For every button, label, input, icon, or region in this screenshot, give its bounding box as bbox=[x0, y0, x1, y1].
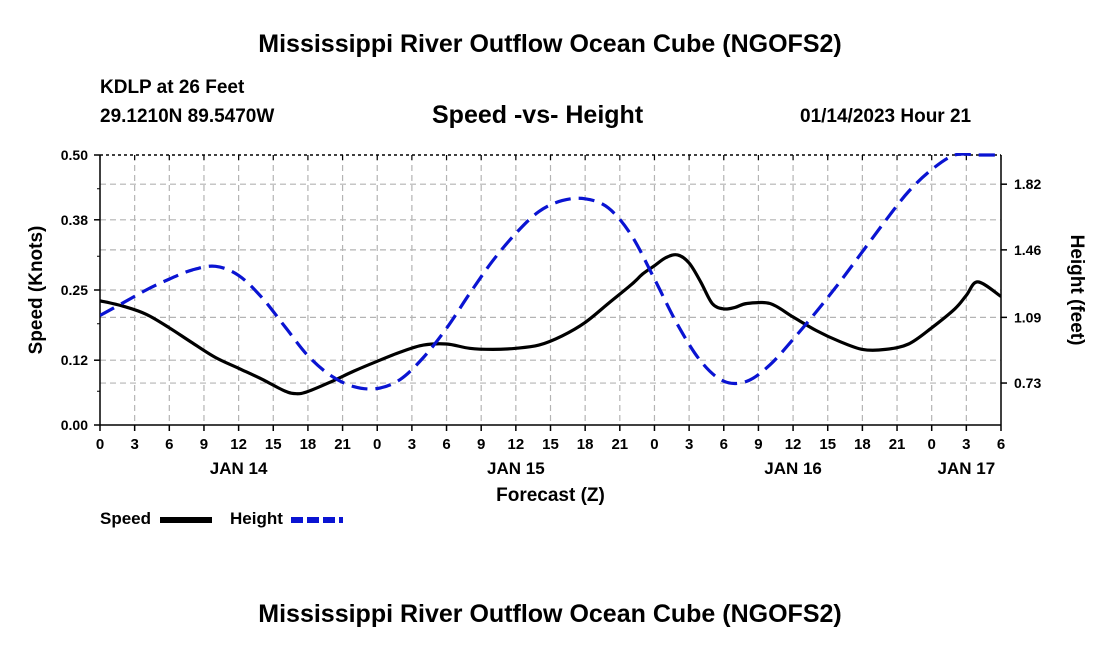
x-tick-label: 9 bbox=[477, 436, 485, 453]
x-tick-label: 12 bbox=[785, 436, 802, 453]
x-day-label: JAN 17 bbox=[938, 459, 996, 478]
x-tick-label: 0 bbox=[373, 436, 381, 453]
x-tick-label: 3 bbox=[685, 436, 693, 453]
x-tick-label: 6 bbox=[720, 436, 728, 453]
legend-label-height: Height bbox=[230, 509, 283, 528]
series-line-speed bbox=[100, 253, 1001, 396]
station-coords: 29.1210N 89.5470W bbox=[100, 106, 275, 127]
y-left-tick-label: 0.38 bbox=[61, 212, 88, 228]
x-tick-label: 6 bbox=[165, 436, 173, 453]
footer-title: Mississippi River Outflow Ocean Cube (NG… bbox=[258, 600, 842, 628]
x-tick-label: 21 bbox=[334, 436, 351, 453]
x-day-label: JAN 14 bbox=[210, 459, 268, 478]
x-tick-label: 12 bbox=[230, 436, 247, 453]
y-left-tick-label: 0.00 bbox=[61, 417, 88, 433]
series-line-height bbox=[100, 153, 1001, 391]
x-tick-label: 18 bbox=[577, 436, 594, 453]
forecast-timestamp: 01/14/2023 Hour 21 bbox=[800, 106, 972, 127]
chart-subtitle: Speed -vs- Height bbox=[432, 101, 644, 129]
y-right-tick-label: 1.82 bbox=[1014, 176, 1041, 192]
x-axis-title: Forecast (Z) bbox=[496, 485, 605, 506]
x-tick-label: 12 bbox=[508, 436, 525, 453]
x-tick-label: 3 bbox=[962, 436, 970, 453]
y-right-tick-label: 1.09 bbox=[1014, 309, 1041, 325]
y-left-tick-label: 0.50 bbox=[61, 147, 88, 163]
x-day-label: JAN 16 bbox=[764, 459, 822, 478]
station-name: KDLP at 26 Feet bbox=[100, 77, 245, 98]
x-tick-label: 18 bbox=[854, 436, 871, 453]
x-tick-label: 0 bbox=[96, 436, 104, 453]
x-tick-label: 0 bbox=[650, 436, 658, 453]
y-left-tick-label: 0.12 bbox=[61, 352, 88, 368]
x-tick-label: 9 bbox=[754, 436, 762, 453]
x-tick-label: 3 bbox=[408, 436, 416, 453]
x-day-label: JAN 15 bbox=[487, 459, 545, 478]
x-tick-label: 6 bbox=[997, 436, 1005, 453]
y-left-tick-label: 0.25 bbox=[61, 282, 88, 298]
x-tick-label: 15 bbox=[819, 436, 836, 453]
x-tick-label: 15 bbox=[542, 436, 559, 453]
x-tick-label: 18 bbox=[300, 436, 317, 453]
x-tick-label: 21 bbox=[889, 436, 906, 453]
x-tick-label: 15 bbox=[265, 436, 282, 453]
y-left-axis-title: Speed (Knots) bbox=[26, 226, 47, 355]
x-tick-label: 21 bbox=[611, 436, 628, 453]
x-tick-label: 9 bbox=[200, 436, 208, 453]
y-right-tick-label: 1.46 bbox=[1014, 242, 1041, 258]
legend-label-speed: Speed bbox=[100, 509, 152, 528]
y-right-axis-title: Height (feet) bbox=[1066, 235, 1087, 346]
x-tick-label: 3 bbox=[130, 436, 138, 453]
y-right-tick-label: 0.73 bbox=[1014, 375, 1041, 391]
x-tick-label: 6 bbox=[442, 436, 450, 453]
chart-title: Mississippi River Outflow Ocean Cube (NG… bbox=[258, 30, 842, 58]
x-tick-label: 0 bbox=[928, 436, 936, 453]
